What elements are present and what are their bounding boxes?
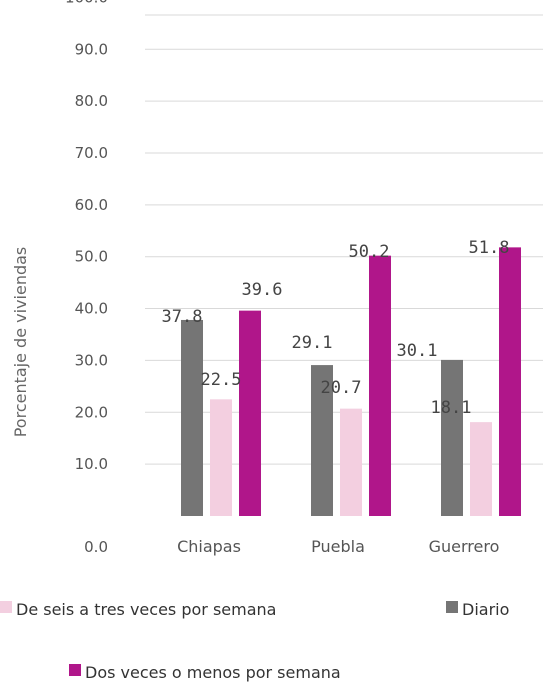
y-tick-label: 60.0 [75, 196, 108, 214]
bar [239, 310, 261, 516]
y-tick-label: 50.0 [75, 248, 108, 266]
y-tick-label: 100.0 [65, 0, 108, 6]
y-tick-label: 20.0 [75, 403, 108, 421]
legend-swatch [0, 601, 12, 613]
y-tick-label: 80.0 [75, 92, 108, 110]
bar [470, 422, 492, 516]
bars [181, 247, 521, 517]
y-tick-label: 30.0 [75, 351, 108, 369]
y-axis-label: Porcentaje de viviendas [11, 247, 30, 438]
bar [499, 247, 521, 516]
y-axis-ticks: 0.0 10.0 20.0 30.0 40.0 50.0 60.0 70.0 80.0 90.0 1… [65, 0, 108, 556]
data-label: 39.6 [242, 280, 283, 300]
category-label: Chiapas [177, 537, 241, 556]
data-label: 37.8 [162, 307, 203, 327]
legend-label: Dos veces o menos por semana [85, 663, 341, 682]
data-label: 20.7 [321, 378, 362, 398]
data-labels: 37.8 29.1 30.1 22.5 20.7 18.1 39.6 50.2 51.8 [162, 238, 510, 418]
bar [340, 408, 362, 516]
data-label: 22.5 [201, 370, 242, 390]
data-label: 51.8 [469, 238, 510, 258]
y-tick-label: 40.0 [75, 300, 108, 318]
data-label: 50.2 [349, 242, 390, 262]
bar [311, 365, 333, 516]
legend-label: De seis a tres veces por semana [16, 600, 276, 619]
data-label: 30.1 [397, 341, 438, 361]
y-tick-label: 0.0 [84, 538, 108, 556]
legend-swatch [69, 664, 81, 676]
category-label: Puebla [311, 537, 365, 556]
legend: De seis a tres veces por semana Diario Dos… [0, 600, 509, 682]
y-tick-label: 10.0 [75, 455, 108, 473]
y-tick-label: 90.0 [75, 40, 108, 58]
bar [441, 359, 463, 516]
bar [181, 319, 203, 516]
category-labels: Chiapas Puebla Guerrero [177, 537, 499, 556]
category-label: Guerrero [429, 537, 500, 556]
bar [210, 399, 232, 516]
data-label: 18.1 [431, 398, 472, 418]
y-tick-label: 70.0 [75, 144, 108, 162]
legend-label: Diario [462, 600, 509, 619]
bar [369, 255, 391, 517]
data-label: 29.1 [292, 333, 333, 353]
legend-swatch [446, 601, 458, 613]
